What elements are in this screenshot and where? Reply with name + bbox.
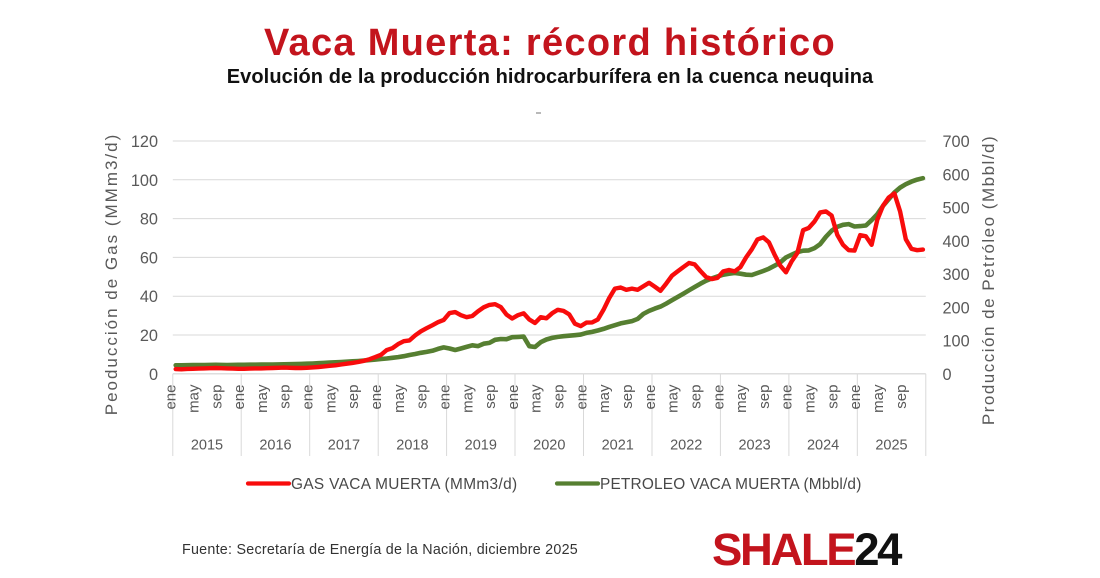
svg-text:100: 100 — [943, 333, 970, 351]
svg-text:sep: sep — [208, 385, 225, 409]
svg-text:2016: 2016 — [259, 438, 291, 454]
svg-text:may: may — [596, 384, 613, 413]
svg-text:may: may — [459, 384, 476, 413]
svg-text:2015: 2015 — [191, 438, 223, 454]
svg-text:600: 600 — [943, 166, 970, 184]
svg-text:700: 700 — [943, 133, 970, 151]
svg-text:2017: 2017 — [328, 438, 360, 454]
svg-text:may: may — [391, 384, 408, 413]
svg-text:sep: sep — [551, 385, 568, 409]
svg-text:40: 40 — [140, 288, 158, 306]
svg-text:ene: ene — [847, 385, 864, 410]
svg-text:100: 100 — [131, 172, 158, 190]
svg-text:60: 60 — [140, 249, 158, 267]
svg-text:ene: ene — [163, 385, 180, 410]
svg-text:may: may — [665, 384, 682, 413]
svg-text:may: may — [254, 384, 271, 413]
svg-text:0: 0 — [943, 366, 952, 384]
svg-text:2022: 2022 — [670, 438, 702, 454]
svg-text:2018: 2018 — [396, 438, 428, 454]
svg-text:2020: 2020 — [533, 438, 565, 454]
svg-text:may: may — [802, 384, 819, 413]
svg-text:sep: sep — [482, 385, 499, 409]
svg-text:sep: sep — [277, 385, 294, 409]
svg-text:2021: 2021 — [602, 438, 634, 454]
svg-text:may: may — [322, 384, 339, 413]
svg-text:ene: ene — [231, 385, 248, 410]
svg-text:PETROLEO VACA MUERTA (Mbbl/d): PETROLEO VACA MUERTA (Mbbl/d) — [600, 476, 862, 493]
svg-text:2025: 2025 — [875, 438, 907, 454]
svg-text:sep: sep — [345, 385, 362, 409]
svg-text:ene: ene — [573, 385, 590, 410]
svg-text:ene: ene — [779, 385, 796, 410]
svg-text:ene: ene — [368, 385, 385, 410]
svg-text:may: may — [870, 384, 887, 413]
svg-text:sep: sep — [893, 385, 910, 409]
svg-text:may: may — [186, 384, 203, 413]
svg-text:ene: ene — [437, 385, 454, 410]
svg-text:sep: sep — [756, 385, 773, 409]
svg-text:sep: sep — [619, 385, 636, 409]
svg-text:300: 300 — [943, 266, 970, 284]
svg-text:Producción de Petróleo (Mbbl/d: Producción de Petróleo (Mbbl/d) — [979, 135, 998, 425]
svg-text:200: 200 — [943, 299, 970, 317]
svg-text:80: 80 — [140, 211, 158, 229]
svg-text:sep: sep — [414, 385, 431, 409]
svg-text:2024: 2024 — [807, 438, 839, 454]
svg-text:20: 20 — [140, 327, 158, 345]
svg-text:120: 120 — [131, 133, 158, 151]
svg-text:ene: ene — [710, 385, 727, 410]
svg-text:sep: sep — [824, 385, 841, 409]
svg-text:ene: ene — [642, 385, 659, 410]
svg-text:may: may — [733, 384, 750, 413]
svg-text:2019: 2019 — [465, 438, 497, 454]
svg-text:400: 400 — [943, 233, 970, 251]
svg-text:ene: ene — [300, 385, 317, 410]
svg-text:GAS VACA MUERTA (MMm3/d): GAS VACA MUERTA (MMm3/d) — [291, 476, 517, 493]
svg-text:ene: ene — [505, 385, 522, 410]
svg-text:sep: sep — [687, 385, 704, 409]
svg-text:Peoducción de Gas (MMm3/d): Peoducción de Gas (MMm3/d) — [102, 133, 121, 416]
svg-text:500: 500 — [943, 200, 970, 218]
svg-text:2023: 2023 — [738, 438, 770, 454]
svg-text:0: 0 — [149, 366, 158, 384]
svg-text:may: may — [528, 384, 545, 413]
